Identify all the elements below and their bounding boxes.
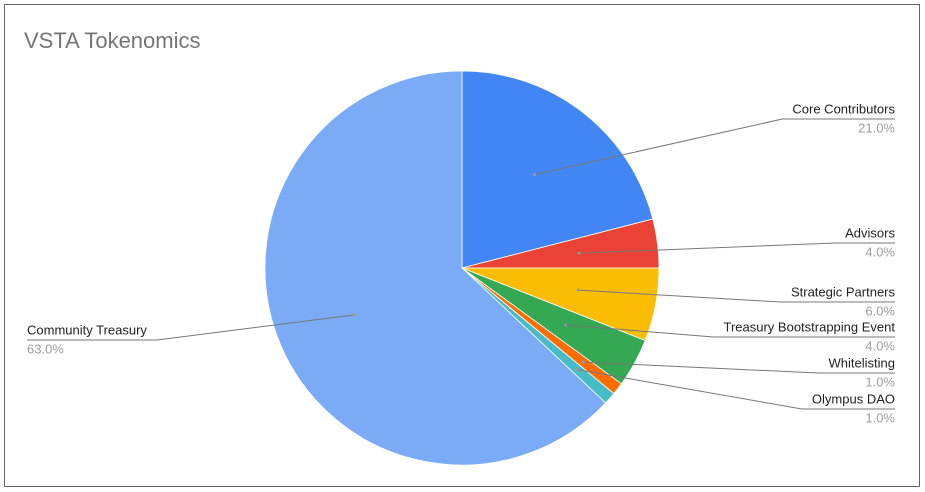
slice-label: Olympus DAO xyxy=(812,391,895,406)
slices xyxy=(264,70,660,466)
leader-dot xyxy=(564,323,568,327)
leader-line xyxy=(577,369,895,410)
slice-value-label: 63.0% xyxy=(27,341,64,356)
leader-dot xyxy=(581,360,585,364)
leader-line xyxy=(565,324,895,338)
slice-value-label: 1.0% xyxy=(865,410,895,425)
slice xyxy=(264,70,607,466)
leader-dot xyxy=(575,368,579,372)
slice-value-label: 21.0% xyxy=(858,120,895,135)
slice-label: Whitelisting xyxy=(829,355,895,370)
slice-label: Core Contributors xyxy=(792,101,895,116)
leader-line xyxy=(578,289,895,303)
chart-title: VSTA Tokenomics xyxy=(24,28,200,53)
slice-value-label: 6.0% xyxy=(865,303,895,318)
leader-line xyxy=(534,118,895,176)
leader-line xyxy=(579,242,895,254)
leader-dot xyxy=(532,173,536,177)
leader-dot xyxy=(352,313,356,317)
leader-line xyxy=(583,361,895,374)
slice-label: Strategic Partners xyxy=(791,284,896,299)
slice-value-label: 4.0% xyxy=(865,244,895,259)
leader-line xyxy=(27,314,354,341)
leader-dot xyxy=(577,251,581,255)
slice-value-label: 4.0% xyxy=(865,338,895,353)
slice-label: Advisors xyxy=(845,225,895,240)
slice-value-label: 1.0% xyxy=(865,374,895,389)
slice-label: Community Treasury xyxy=(27,322,147,337)
leader-dot xyxy=(576,288,580,292)
slice-label: Treasury Bootstrapping Event xyxy=(724,319,896,334)
